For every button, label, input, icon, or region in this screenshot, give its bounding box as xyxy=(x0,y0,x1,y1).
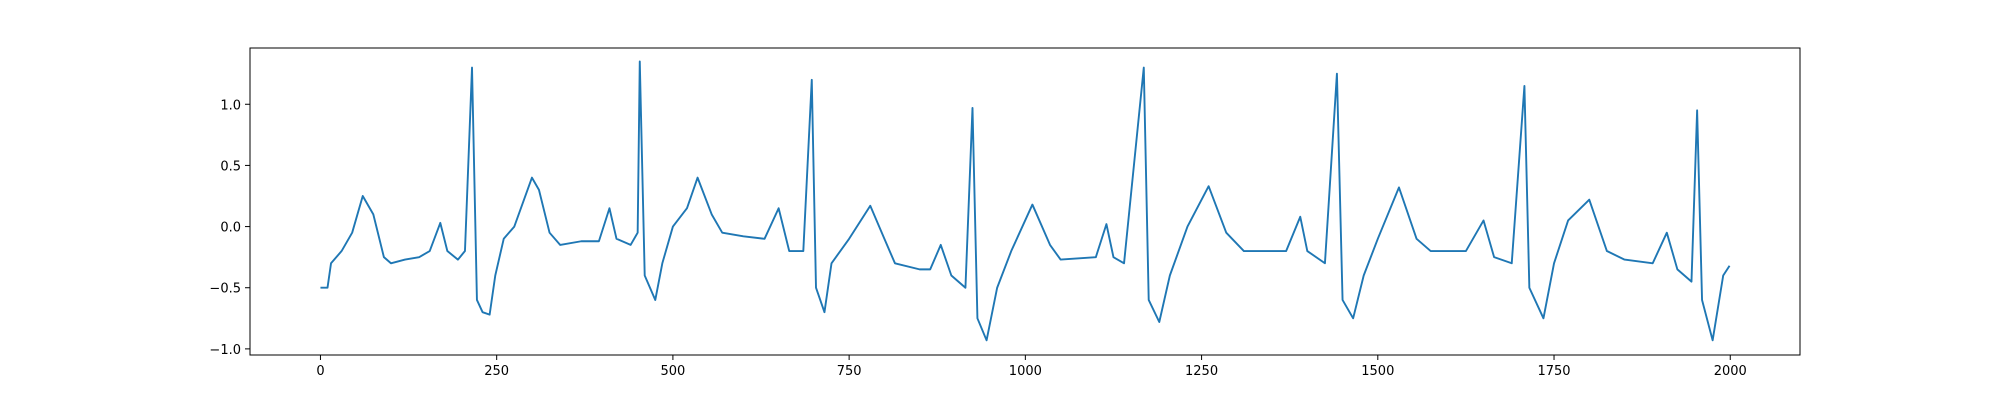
x-tick-label: 0 xyxy=(316,364,324,379)
x-tick-label: 1250 xyxy=(1185,364,1218,379)
x-tick-label: 2000 xyxy=(1714,364,1747,379)
x-tick-label: 1750 xyxy=(1537,364,1570,379)
x-tick-label: 1500 xyxy=(1361,364,1394,379)
y-tick-label: 1.0 xyxy=(220,98,241,113)
y-tick-label: −1.0 xyxy=(209,343,241,358)
y-tick-label: 0.0 xyxy=(220,221,241,236)
x-tick-label: 500 xyxy=(660,364,685,379)
axes-frame xyxy=(249,47,1801,356)
y-tick-label: 0.5 xyxy=(220,159,241,174)
y-tick-label: −0.5 xyxy=(209,282,241,297)
line xyxy=(320,60,1731,342)
x-tick-label: 1000 xyxy=(1009,364,1042,379)
x-tick-label: 250 xyxy=(484,364,509,379)
x-tick-label: 750 xyxy=(837,364,862,379)
